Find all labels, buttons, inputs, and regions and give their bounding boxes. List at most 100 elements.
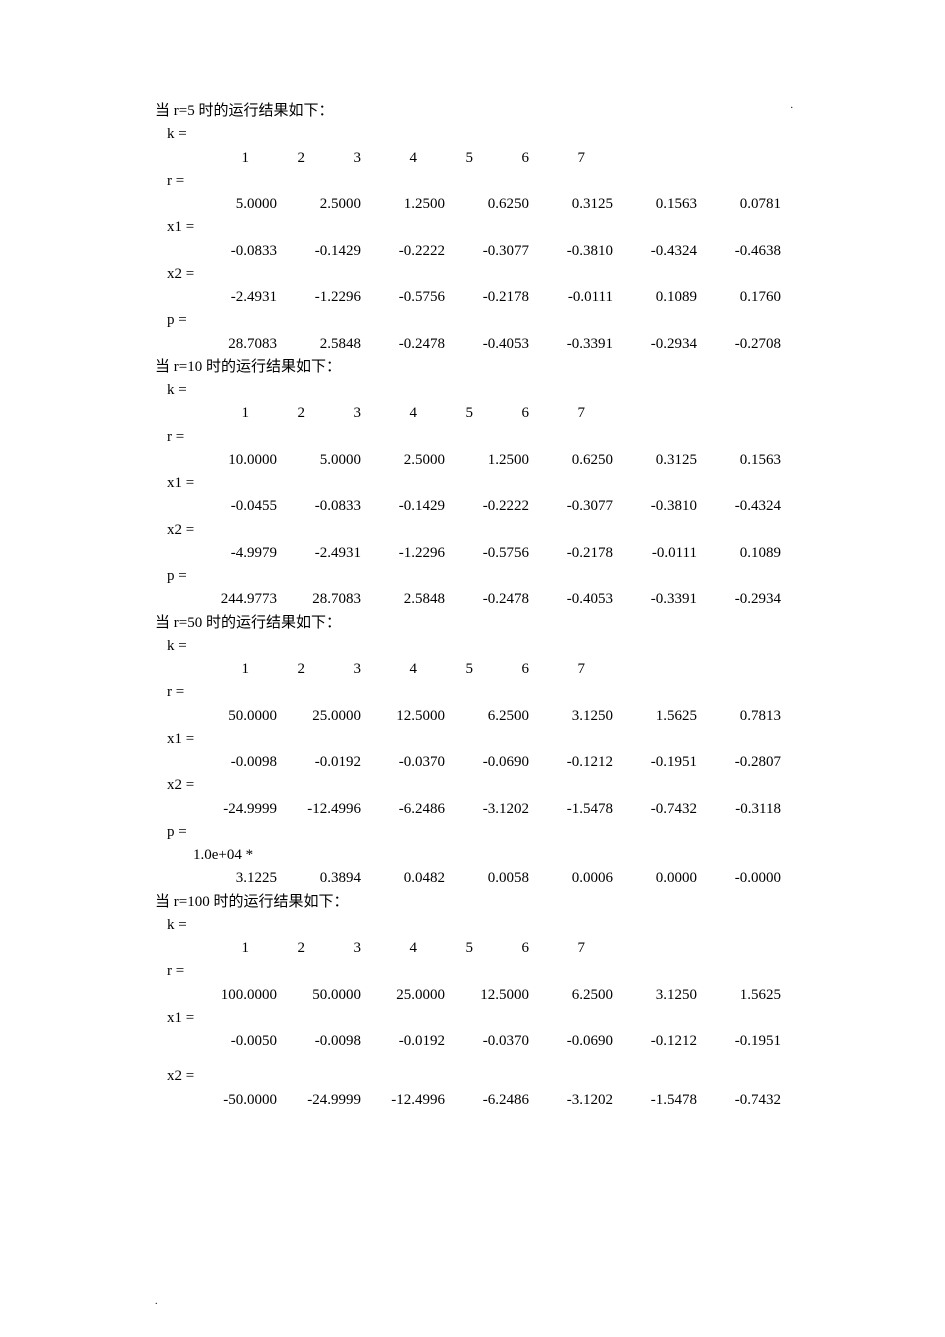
value-cell: 4 [361, 402, 417, 425]
value-row: 50.000025.000012.50006.25003.12501.56250… [155, 705, 790, 728]
variable-label: k = [155, 123, 790, 146]
value-cell: -3.1202 [445, 798, 529, 821]
value-cell: -0.2222 [361, 240, 445, 263]
value-row: -24.9999-12.4996-6.2486-3.1202-1.5478-0.… [155, 798, 790, 821]
value-cell: 5 [417, 402, 473, 425]
value-cell: -2.4931 [277, 542, 361, 565]
value-cell: 2.5000 [361, 449, 445, 472]
value-cell: 0.7813 [697, 705, 781, 728]
value-cell: 7 [529, 658, 585, 681]
value-cell: 1.2500 [361, 193, 445, 216]
value-cell: 0.0781 [697, 193, 781, 216]
value-cell: -0.4638 [697, 240, 781, 263]
value-cell: -0.1212 [529, 751, 613, 774]
variable-label: x1 = [155, 472, 790, 495]
value-cell: 0.3894 [277, 867, 361, 890]
corner-marker-top-right: . [791, 98, 794, 114]
value-cell: -0.3391 [529, 333, 613, 356]
value-cell: -0.0455 [193, 495, 277, 518]
value-cell: 5 [417, 147, 473, 170]
value-cell: -0.5756 [445, 542, 529, 565]
value-row: 10.00005.00002.50001.25000.62500.31250.1… [155, 449, 790, 472]
value-cell: -0.3077 [445, 240, 529, 263]
value-cell: 0.3125 [529, 193, 613, 216]
value-cell: -0.7432 [613, 798, 697, 821]
value-cell: -0.3118 [697, 798, 781, 821]
value-cell: 0.0482 [361, 867, 445, 890]
value-cell: -0.2178 [529, 542, 613, 565]
value-cell: -0.1429 [277, 240, 361, 263]
value-row: 1234567 [155, 937, 790, 960]
value-cell: 50.0000 [277, 984, 361, 1007]
value-cell: 0.0058 [445, 867, 529, 890]
value-cell: -0.1212 [613, 1030, 697, 1053]
value-cell: 28.7083 [277, 588, 361, 611]
value-cell: -0.3391 [613, 588, 697, 611]
value-cell: 4 [361, 937, 417, 960]
value-cell: -1.5478 [613, 1089, 697, 1112]
variable-label: r = [155, 960, 790, 983]
value-cell: -0.0690 [445, 751, 529, 774]
value-cell: -0.2934 [697, 588, 781, 611]
value-cell: -0.2478 [445, 588, 529, 611]
value-cell: -0.0098 [277, 1030, 361, 1053]
value-cell: 28.7083 [193, 333, 277, 356]
value-cell: 5 [417, 658, 473, 681]
result-section: 当 r=5 时的运行结果如下：k =1234567r =5.00002.5000… [155, 100, 790, 356]
value-cell: 6.2500 [445, 705, 529, 728]
variable-label: p = [155, 565, 790, 588]
value-cell: -0.0690 [529, 1030, 613, 1053]
value-cell: 2 [249, 147, 305, 170]
value-cell: -6.2486 [361, 798, 445, 821]
document-page: . . 当 r=5 时的运行结果如下：k =1234567r =5.00002.… [0, 0, 945, 1337]
value-cell: -0.0833 [193, 240, 277, 263]
value-cell: -0.4053 [529, 588, 613, 611]
value-cell: -0.0098 [193, 751, 277, 774]
value-row: 1234567 [155, 658, 790, 681]
value-row: 1234567 [155, 402, 790, 425]
variable-label: r = [155, 170, 790, 193]
variable-label: x1 = [155, 1007, 790, 1030]
value-cell: 6 [473, 937, 529, 960]
value-cell: -0.1951 [613, 751, 697, 774]
value-cell: -0.0192 [361, 1030, 445, 1053]
value-cell: 2 [249, 402, 305, 425]
value-cell: 0.6250 [529, 449, 613, 472]
value-cell: -0.4053 [445, 333, 529, 356]
result-section: 当 r=100 时的运行结果如下：k =1234567r =100.000050… [155, 891, 790, 1112]
value-row: -0.0455-0.0833-0.1429-0.2222-0.3077-0.38… [155, 495, 790, 518]
value-cell: 3 [305, 658, 361, 681]
value-cell: 3.1250 [613, 984, 697, 1007]
value-cell: -3.1202 [529, 1089, 613, 1112]
value-cell: 6.2500 [529, 984, 613, 1007]
value-cell: 4 [361, 147, 417, 170]
value-cell: 4 [361, 658, 417, 681]
value-cell: -0.0111 [529, 286, 613, 309]
value-cell: 6 [473, 147, 529, 170]
variable-label: x2 = [155, 1065, 790, 1088]
variable-label: r = [155, 426, 790, 449]
value-cell: 1 [193, 147, 249, 170]
value-cell: 2 [249, 937, 305, 960]
value-cell: 0.0000 [613, 867, 697, 890]
value-cell: -0.2708 [697, 333, 781, 356]
value-cell: -0.0370 [445, 1030, 529, 1053]
value-cell: -1.2296 [277, 286, 361, 309]
variable-label: x1 = [155, 216, 790, 239]
variable-label: x1 = [155, 728, 790, 751]
variable-label: r = [155, 681, 790, 704]
value-cell: 0.6250 [445, 193, 529, 216]
value-cell: 5.0000 [277, 449, 361, 472]
value-cell: -24.9999 [193, 798, 277, 821]
value-cell: -6.2486 [445, 1089, 529, 1112]
value-cell: 6 [473, 402, 529, 425]
value-row: 28.70832.5848-0.2478-0.4053-0.3391-0.293… [155, 333, 790, 356]
value-cell: -0.2807 [697, 751, 781, 774]
value-cell: 7 [529, 147, 585, 170]
document-content: 当 r=5 时的运行结果如下：k =1234567r =5.00002.5000… [155, 100, 790, 1112]
value-row: 5.00002.50001.25000.62500.31250.15630.07… [155, 193, 790, 216]
corner-marker-bottom-left: . [155, 1294, 158, 1310]
value-row: 1234567 [155, 147, 790, 170]
value-cell: 12.5000 [361, 705, 445, 728]
blank-line [155, 1053, 790, 1065]
